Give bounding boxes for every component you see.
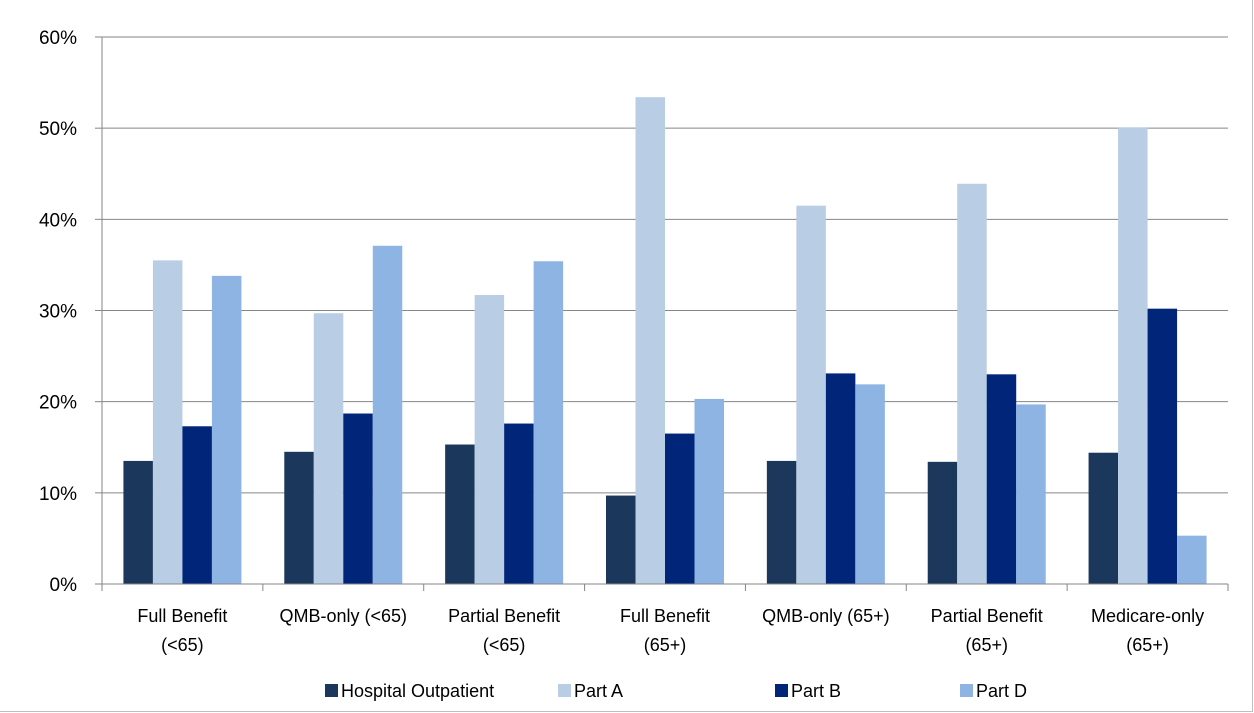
x-tick-label: QMB-only (<65): [280, 606, 408, 626]
legend-label: Part A: [574, 681, 623, 701]
bar-part-a: [957, 183, 987, 585]
x-tick-label: Partial Benefit: [448, 606, 560, 626]
y-axis: 0% 10% 20% 30% 40% 50% 60%: [39, 28, 103, 596]
x-tick-label: Full Benefit: [137, 606, 227, 626]
x-tick-label: Full Benefit: [620, 606, 710, 626]
x-tick-label: Medicare-only: [1091, 606, 1204, 626]
legend-label: Part B: [791, 681, 841, 701]
x-tick-label: QMB-only (65+): [762, 606, 890, 626]
bar-part-d: [533, 261, 564, 584]
x-tick-label: (65+): [1126, 635, 1169, 655]
legend-label: Hospital Outpatient: [341, 681, 494, 701]
x-tick-label: (<65): [483, 635, 526, 655]
x-axis: Full Benefit (<65) QMB-only (<65) Partial B…: [95, 583, 1229, 655]
bar-part-b: [825, 373, 856, 584]
bar-hospital-outpatient: [766, 460, 797, 584]
legend-swatch: [325, 684, 338, 697]
y-tick-label: 30%: [39, 302, 77, 323]
bar-part-a: [474, 295, 505, 584]
bar-part-d: [1016, 404, 1046, 584]
x-tick-label: (65+): [965, 635, 1008, 655]
y-tick-label: 40%: [39, 210, 77, 231]
y-tick-label: 10%: [39, 484, 77, 505]
legend: Hospital Outpatient Part A Part B Part D: [325, 681, 1027, 701]
bar-part-a: [635, 97, 665, 585]
bars: [123, 97, 1207, 585]
legend-swatch: [558, 684, 571, 697]
bar-hospital-outpatient: [927, 461, 958, 584]
bar-part-b: [182, 426, 212, 584]
bar-part-d: [372, 245, 403, 584]
bar-part-d: [1177, 535, 1207, 584]
bar-hospital-outpatient: [284, 451, 314, 584]
y-tick-label: 60%: [39, 28, 77, 49]
bar-part-b: [986, 374, 1017, 584]
legend-swatch: [775, 684, 788, 697]
x-tick-label: Partial Benefit: [931, 606, 1043, 626]
bar-part-a: [152, 260, 183, 584]
bar-part-b: [343, 413, 373, 584]
bar-part-b: [665, 433, 695, 584]
x-tick-label: (65+): [644, 635, 687, 655]
bar-hospital-outpatient: [606, 495, 636, 584]
bar-part-a: [1118, 127, 1148, 584]
bar-hospital-outpatient: [445, 444, 475, 584]
bar-part-a: [796, 205, 826, 585]
y-tick-label: 20%: [39, 393, 77, 414]
bar-part-d: [855, 384, 885, 584]
bar-part-a: [313, 313, 344, 584]
x-tick-label: (<65): [161, 635, 204, 655]
bar-hospital-outpatient: [1088, 452, 1119, 584]
bar-part-b: [1147, 308, 1178, 584]
legend-label: Part D: [976, 681, 1027, 701]
bar-part-d: [211, 275, 242, 584]
legend-swatch: [960, 684, 973, 697]
bar-hospital-outpatient: [123, 460, 153, 584]
bar-part-d: [694, 398, 724, 584]
bar-part-b: [504, 423, 534, 584]
y-tick-label: 50%: [39, 119, 77, 140]
y-tick-label: 0%: [50, 575, 78, 596]
